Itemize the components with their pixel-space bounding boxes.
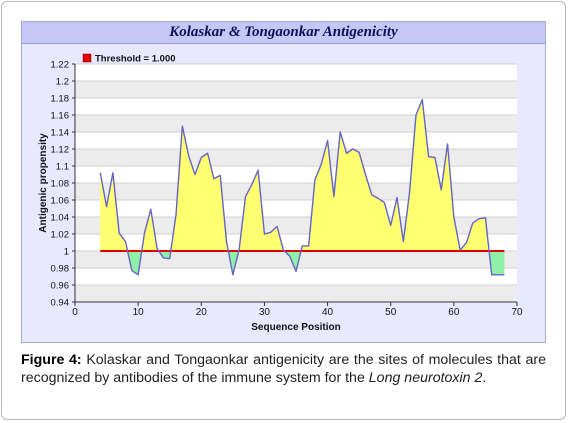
grid-band — [75, 81, 517, 98]
grid-band — [75, 285, 517, 302]
y-tick-label: 1.02 — [51, 230, 70, 241]
y-tick-label: 1.12 — [51, 145, 70, 156]
x-tick-label: 30 — [259, 307, 271, 318]
legend-swatch — [82, 53, 92, 63]
x-tick-label: 40 — [322, 307, 334, 318]
area-above-threshold — [170, 126, 229, 251]
y-tick-label: 1.2 — [56, 77, 69, 88]
caption-end: . — [482, 370, 487, 386]
grid-band — [75, 115, 517, 132]
y-tick-label: 1.14 — [51, 128, 70, 139]
legend-label: Threshold = 1.000 — [95, 54, 176, 65]
area-above-threshold — [141, 209, 159, 251]
y-tick-label: 0.94 — [51, 298, 70, 309]
area-below-threshold — [127, 251, 142, 275]
antigenicity-series-line — [99, 98, 505, 276]
x-tick-label: 20 — [196, 307, 208, 318]
y-tick-label: 1 — [64, 247, 69, 258]
area-below-threshold — [158, 251, 171, 259]
y-tick-label: 1.16 — [51, 111, 70, 122]
y-tick-label: 0.98 — [51, 264, 70, 275]
x-tick-label: 10 — [133, 307, 145, 318]
x-tick-label: 70 — [511, 307, 523, 318]
y-axis-title: Antigenic propensity — [38, 133, 49, 233]
area-above-threshold — [301, 99, 490, 251]
caption-text: Kolaskar and Tongaonkar antigenicity are… — [21, 352, 546, 386]
y-tick-label: 1.18 — [51, 94, 70, 105]
figure-caption: Figure 4: Kolaskar and Tongaonkar antige… — [21, 351, 546, 387]
y-tick-label: 0.96 — [51, 281, 70, 292]
area-below-threshold — [489, 251, 505, 275]
area-below-threshold — [228, 251, 239, 275]
x-tick-label: 50 — [385, 307, 397, 318]
grid-band — [75, 149, 517, 166]
x-tick-label: 60 — [448, 307, 460, 318]
caption-label: Figure 4: — [21, 352, 82, 368]
y-tick-label: 1.1 — [56, 162, 69, 173]
y-tick-label: 1.06 — [51, 196, 70, 207]
caption-species: Long neurotoxin 2 — [368, 370, 483, 386]
y-tick-label: 1.04 — [51, 213, 70, 224]
x-axis-title: Sequence Position — [251, 322, 340, 333]
chart-title: Kolaskar & Tongaonkar Antigenicity — [169, 24, 398, 40]
chart-title-bar: Kolaskar & Tongaonkar Antigenicity — [22, 22, 545, 44]
y-tick-label: 1.22 — [51, 60, 70, 71]
y-tick-label: 1.08 — [51, 179, 70, 190]
x-tick-label: 0 — [72, 307, 78, 318]
area-above-threshold — [100, 172, 128, 251]
